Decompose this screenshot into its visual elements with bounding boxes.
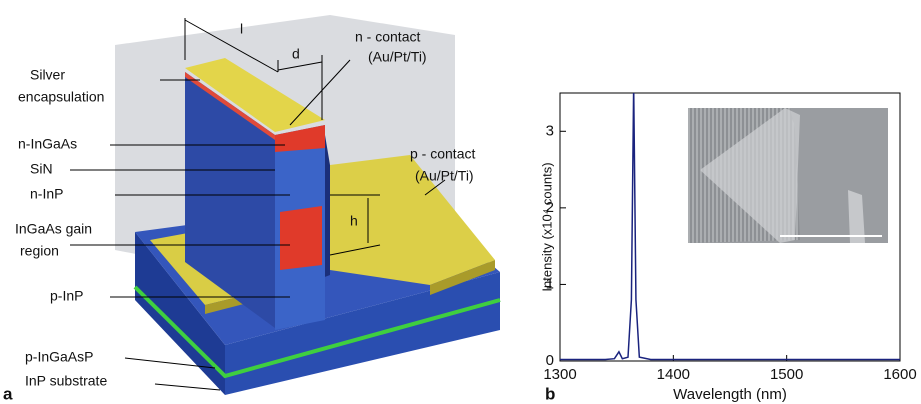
x-tick-label: 1500 bbox=[770, 366, 803, 383]
label: p-InGaAsP bbox=[25, 349, 93, 365]
label: n-InP bbox=[30, 186, 63, 202]
y-tick-label: 0 bbox=[546, 352, 554, 369]
inset-sem-image bbox=[688, 108, 888, 243]
label: p - contact bbox=[410, 146, 475, 162]
y-tick-label: 1 bbox=[546, 275, 554, 292]
figure: Silver encapsulation n - contact (Au/Pt/… bbox=[0, 0, 921, 404]
y-axis-title: Intensity (x10⁴ counts) bbox=[539, 162, 554, 291]
device-diagram bbox=[70, 15, 500, 395]
label: SiN bbox=[30, 161, 53, 177]
label: region bbox=[20, 243, 59, 259]
label: InGaAs gain bbox=[15, 221, 92, 237]
label: Silver bbox=[30, 67, 65, 83]
label: n - contact bbox=[355, 29, 420, 45]
label: encapsulation bbox=[18, 89, 104, 105]
label: h bbox=[350, 213, 358, 229]
x-tick-label: 1400 bbox=[657, 366, 690, 383]
panel-label: b bbox=[545, 384, 555, 403]
label: InP substrate bbox=[25, 373, 107, 389]
x-tick-label: 1600 bbox=[883, 366, 916, 383]
y-tick-label: 3 bbox=[546, 122, 554, 139]
label: (Au/Pt/Ti) bbox=[368, 49, 427, 65]
label: p-InP bbox=[50, 288, 83, 304]
label: (Au/Pt/Ti) bbox=[415, 168, 474, 184]
panel-label: a bbox=[3, 384, 13, 403]
y-tick-label: 2 bbox=[546, 199, 554, 216]
label: l bbox=[240, 21, 243, 37]
x-axis-title: Wavelength (nm) bbox=[673, 386, 787, 403]
label: n-InGaAs bbox=[18, 136, 77, 152]
label: d bbox=[292, 46, 300, 62]
